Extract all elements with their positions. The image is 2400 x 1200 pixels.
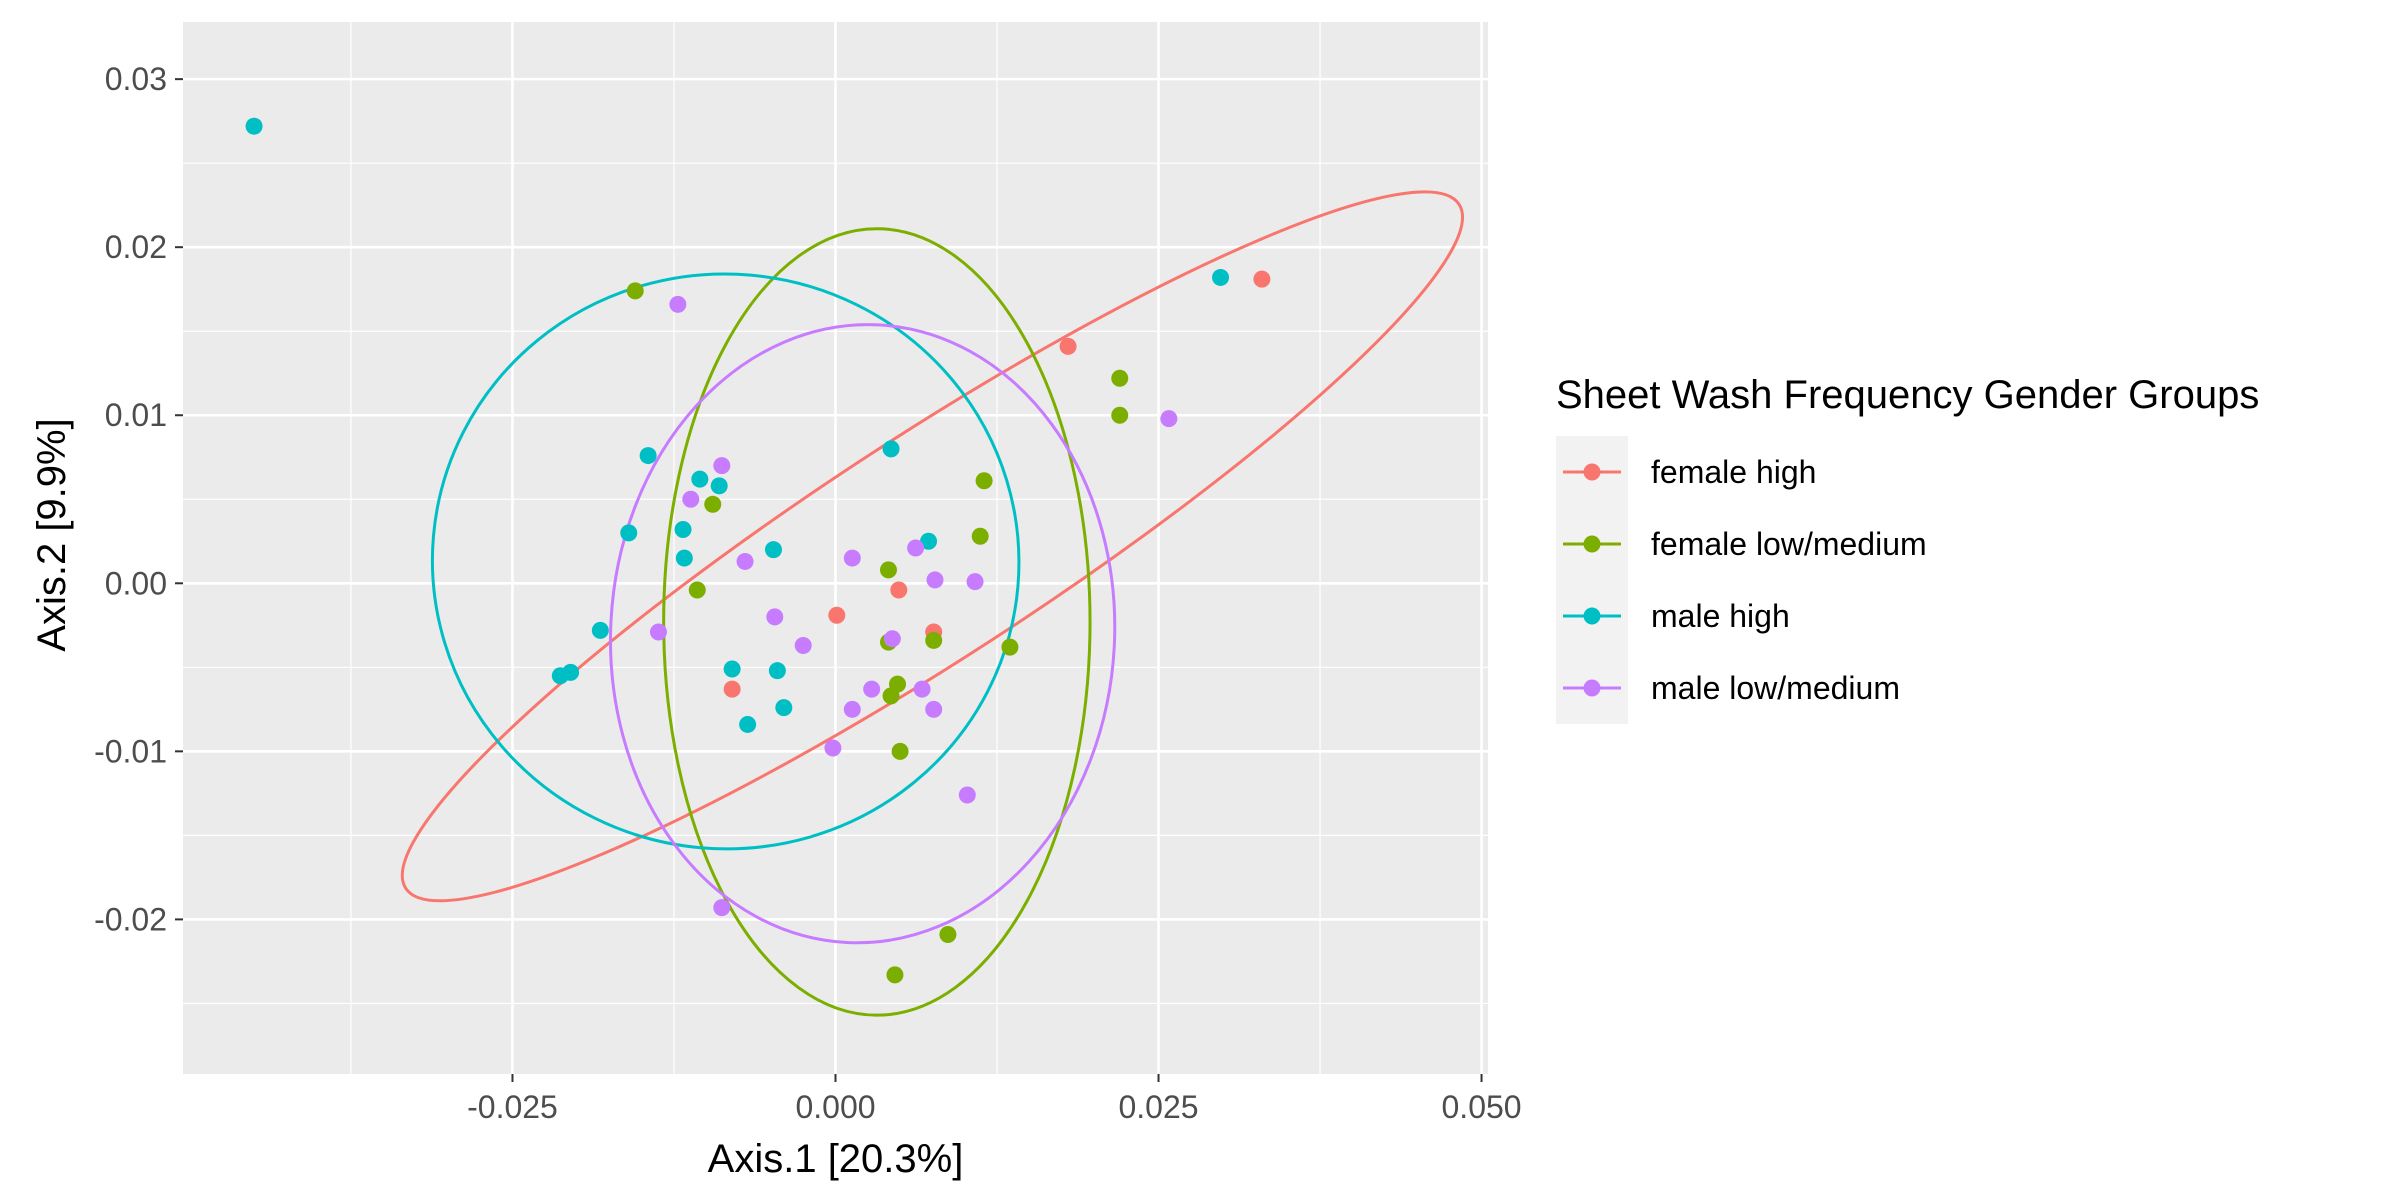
point-male-low-medium (682, 490, 700, 508)
legend-male-low-medium-marker (1583, 679, 1601, 697)
point-male-high (639, 447, 657, 465)
point-male-low-medium (926, 571, 944, 589)
point-male-low-medium (736, 552, 754, 570)
legend-keys-background (1556, 436, 1628, 724)
legend-male-high-marker (1583, 607, 1601, 625)
point-female-low-medium (1111, 369, 1129, 387)
point-female-low-medium (879, 561, 897, 579)
x-tick-label: -0.025 (467, 1089, 558, 1125)
point-female-low-medium (1001, 638, 1019, 656)
x-tick-label: 0.000 (795, 1089, 875, 1125)
point-female-low-medium (886, 966, 904, 984)
point-male-high (882, 440, 900, 458)
point-male-low-medium (883, 630, 901, 648)
y-tick-label: -0.01 (94, 733, 167, 769)
point-female-low-medium (891, 742, 909, 760)
y-tick-label: 0.00 (105, 565, 167, 601)
point-male-high (723, 660, 741, 678)
x-tick-label: 0.025 (1118, 1089, 1198, 1125)
point-male-high (551, 667, 569, 685)
y-axis-label: Axis.2 [9.9%] (30, 418, 74, 651)
ellipse-female-high (400, 190, 1465, 903)
ellipse-male-low-medium (609, 323, 1117, 945)
point-male-low-medium (766, 608, 784, 626)
legend-title: Sheet Wash Frequency Gender Groups (1556, 373, 2259, 417)
point-male-high (1212, 268, 1230, 286)
point-female-high (1059, 337, 1077, 355)
point-male-low-medium (1160, 410, 1178, 428)
point-male-low-medium (713, 899, 731, 917)
point-male-low-medium (649, 623, 667, 641)
y-tick-label: 0.01 (105, 397, 167, 433)
point-male-high (739, 715, 757, 733)
point-male-high (675, 549, 693, 567)
ellipse-male-high (430, 272, 1021, 851)
point-male-low-medium (713, 457, 731, 475)
legend-male-high-label: male high (1651, 598, 1790, 634)
point-female-low-medium (925, 631, 943, 649)
y-tick-label: 0.02 (105, 229, 167, 265)
point-male-low-medium (843, 549, 861, 567)
point-female-high (723, 680, 741, 698)
legend-female-high-label: female high (1651, 454, 1816, 490)
point-male-high (245, 117, 263, 135)
legend-female-low-medium-label: female low/medium (1651, 526, 1927, 562)
point-male-low-medium (863, 680, 881, 698)
point-male-high (591, 621, 609, 639)
point-male-high (764, 541, 782, 559)
point-male-high (920, 532, 938, 550)
point-male-high (674, 521, 692, 539)
point-male-low-medium (907, 539, 925, 557)
points (245, 117, 1271, 984)
point-male-high (691, 470, 709, 488)
legend: Sheet Wash Frequency Gender Groups femal… (1556, 373, 2259, 724)
point-female-low-medium (704, 495, 722, 513)
point-male-low-medium (794, 636, 812, 654)
ellipse-female-low-medium (662, 227, 1092, 1017)
point-female-high (828, 606, 846, 624)
point-male-low-medium (913, 680, 931, 698)
point-female-low-medium (626, 282, 644, 300)
point-female-low-medium (882, 687, 900, 705)
grid (183, 22, 1488, 1074)
point-male-low-medium (669, 295, 687, 313)
point-male-high (775, 699, 793, 717)
point-male-low-medium (824, 739, 842, 757)
x-axis-label: Axis.1 [20.3%] (708, 1137, 964, 1181)
point-female-high (1253, 270, 1271, 288)
legend-male-low-medium-label: male low/medium (1651, 670, 1900, 706)
legend-female-high-marker (1583, 463, 1601, 481)
point-female-low-medium (1111, 406, 1129, 424)
x-tick-label: 0.050 (1442, 1089, 1522, 1125)
point-female-low-medium (939, 926, 957, 944)
ellipses (400, 190, 1465, 1017)
y-tick-label: 0.03 (105, 61, 167, 97)
point-female-high (890, 581, 908, 599)
point-male-high (768, 662, 786, 680)
axes: -0.025 0.000 0.025 0.050 -0.02 -0.01 0.00 0.01 0… (94, 61, 1522, 1125)
point-male-high (620, 524, 638, 542)
point-male-low-medium (843, 700, 861, 718)
point-female-low-medium (971, 527, 989, 545)
point-female-low-medium (975, 472, 993, 490)
y-tick-label: -0.02 (94, 901, 167, 937)
point-male-high (710, 477, 728, 495)
point-male-low-medium (966, 573, 984, 591)
point-male-low-medium (958, 786, 976, 804)
legend-female-low-medium-marker (1583, 535, 1601, 553)
point-male-low-medium (925, 700, 943, 718)
point-female-low-medium (688, 581, 706, 599)
